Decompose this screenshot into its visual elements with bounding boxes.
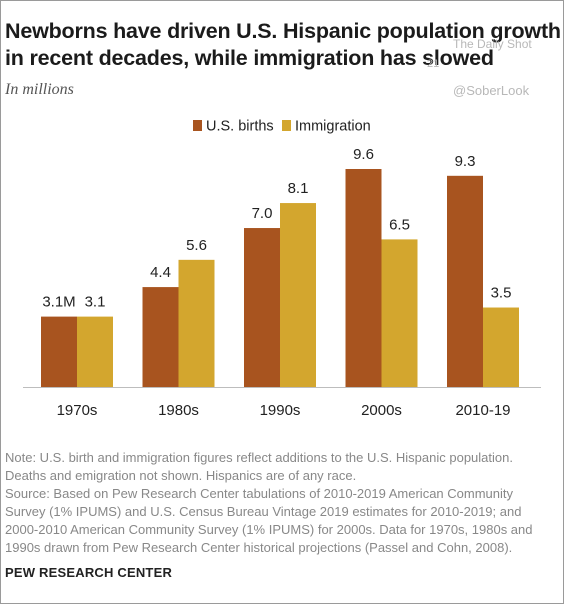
chart-subtitle: In millions	[5, 81, 74, 98]
bar-immigration	[381, 239, 418, 387]
source-line: Survey (1% IPUMS) and U.S. Census Bureau…	[5, 504, 522, 520]
chart-title-line-2: in recent decades, while immigration has…	[5, 46, 494, 70]
watermark-date: 21	[427, 58, 440, 70]
data-label: 5.6	[186, 237, 207, 254]
watermark-source: The Daily Shot	[453, 37, 532, 51]
chart-note: Note: U.S. birth and immigration figures…	[5, 449, 561, 558]
x-tick-label: 1970s	[57, 402, 98, 419]
data-label: 7.0	[252, 205, 273, 222]
data-label: 3.1	[85, 294, 106, 311]
bar-immigration	[280, 203, 316, 387]
bar-births	[142, 287, 179, 387]
data-label: 3.1M	[42, 294, 75, 311]
bar-births	[244, 228, 280, 387]
bar-births	[447, 175, 483, 387]
data-label: 3.5	[491, 285, 512, 302]
bar-immigration	[178, 259, 215, 387]
legend-label-2: Immigration	[295, 119, 371, 135]
source-line: Source: Based on Pew Research Center tab…	[5, 486, 514, 502]
bar-births	[41, 316, 77, 387]
chart-title: Newborns have driven U.S. Hispanic popul…	[5, 18, 561, 72]
data-label: 9.6	[353, 146, 374, 163]
note-line: Note: U.S. birth and immigration figures…	[5, 450, 513, 465]
brand-label: PEW RESEARCH CENTER	[5, 565, 173, 580]
bar-immigration	[77, 316, 113, 387]
legend-swatch-1	[193, 120, 202, 131]
watermark-handle: @SoberLook	[453, 83, 530, 98]
bar-chart: U.S. births Immigration 3.1M 3.1 1970s 4.4 5.6…	[23, 119, 541, 419]
x-tick-label: 1980s	[158, 402, 199, 419]
source-line: 2000-2010 American Community Survey (1% …	[5, 522, 533, 538]
legend-swatch-2	[282, 120, 291, 131]
legend-label-1: U.S. births	[206, 119, 274, 135]
data-label: 6.5	[389, 216, 410, 233]
bar-immigration	[483, 307, 519, 387]
x-tick-label: 2010-19	[455, 402, 510, 419]
x-tick-label: 2000s	[361, 402, 402, 419]
note-line: Deaths and emigration not shown. Hispani…	[5, 468, 357, 484]
chart-title-line-1: Newborns have driven U.S. Hispanic popul…	[5, 19, 561, 43]
bar-births	[345, 169, 382, 387]
x-tick-label: 1990s	[260, 402, 301, 419]
data-label: 8.1	[288, 180, 309, 197]
data-label: 4.4	[150, 264, 171, 281]
data-label: 9.3	[455, 153, 476, 170]
source-line: 1990s drawn from Pew Research Center his…	[5, 540, 513, 556]
